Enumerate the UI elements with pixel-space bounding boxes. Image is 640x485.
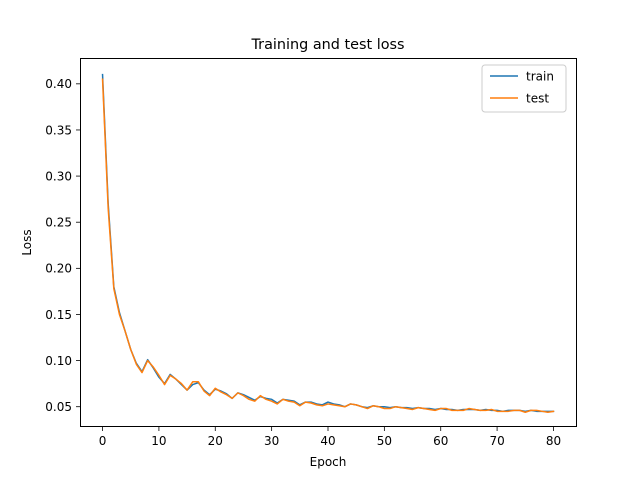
x-tick-label: 80: [546, 434, 561, 448]
x-tick-label: 70: [489, 434, 504, 448]
x-tick-label: 40: [320, 434, 335, 448]
y-tick-label: 0.35: [45, 123, 72, 137]
plot-frame: [80, 58, 577, 427]
y-tick-label: 0.25: [45, 216, 72, 230]
legend-label-test: test: [526, 92, 549, 106]
y-axis: 0.05 0.10 0.15 0.20 0.25 0.30 0.35 0.40: [45, 77, 80, 414]
plot-area: [80, 58, 576, 427]
x-axis: 0 10 20 30 40 50 60 70 80: [99, 427, 561, 448]
x-axis-label: Epoch: [310, 455, 347, 469]
chart-title: Training and test loss: [250, 37, 404, 53]
series-layer: [101, 73, 555, 413]
legend-label-train: train: [526, 70, 554, 84]
series-line-test: [101, 78, 555, 413]
x-tick-label: 10: [151, 434, 166, 448]
x-tick-label: 30: [264, 434, 279, 448]
y-tick-label: 0.10: [45, 354, 72, 368]
y-tick-label: 0.20: [45, 262, 72, 276]
y-axis-label: Loss: [20, 229, 34, 255]
y-tick-label: 0.05: [45, 400, 72, 414]
x-tick-label: 60: [433, 434, 448, 448]
x-tick-label: 20: [208, 434, 223, 448]
y-tick-label: 0.15: [45, 308, 72, 322]
legend: train test: [481, 64, 567, 113]
x-tick-label: 50: [377, 434, 392, 448]
y-tick-label: 0.40: [45, 77, 72, 91]
x-tick-label: 0: [99, 434, 107, 448]
y-tick-label: 0.30: [45, 169, 72, 183]
